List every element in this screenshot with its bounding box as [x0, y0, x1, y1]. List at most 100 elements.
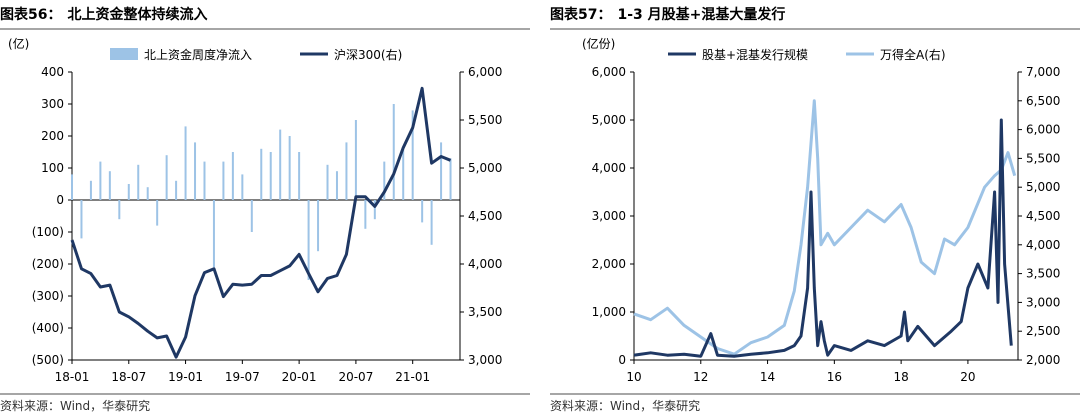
chart-panel-fund-issuance: 图表57： 1-3 月股基+混基大量发行 (亿份) 6,000 5,000 4,000…	[550, 0, 1080, 415]
y-right-tick-label: 6,500	[1026, 94, 1060, 108]
y-left-tick-label: (500)	[32, 353, 64, 367]
y-left-tick-label: 1,000	[592, 305, 626, 319]
bar	[279, 129, 282, 200]
source-note: 资料来源：Wind，华泰研究	[550, 393, 1080, 414]
x-tick-label: 20-07	[338, 370, 373, 384]
bar	[373, 200, 376, 220]
x-tick-label: 19-07	[225, 370, 260, 384]
bar	[99, 161, 102, 200]
y-right-tick-label: 4,500	[468, 209, 502, 223]
x-tick-label: 20	[960, 370, 975, 384]
y-left-tick-label: 2,000	[592, 257, 626, 271]
y-left-tick-label: (100)	[32, 225, 64, 239]
y-right-tick-label: 3,500	[468, 305, 502, 319]
fund-issuance-line	[633, 118, 1013, 358]
y-left-tick-label: 5,000	[592, 113, 626, 127]
y-right-tick-label: 4,000	[1026, 238, 1060, 252]
fund-issuance-chart-svg: 6,000 5,000 4,000 3,000 2,000 1,000 0 7,000 6,50…	[592, 47, 1061, 384]
chart-panel-northbound: 图表56： 北上资金整体持续流入 (亿) 400 300 200 100 0 (100) (2…	[0, 0, 530, 415]
bar	[421, 200, 424, 223]
bar	[345, 142, 348, 200]
bar	[402, 148, 405, 200]
y-right-tick-label: 5,500	[1026, 151, 1060, 165]
chart-title-bar: 图表56： 北上资金整体持续流入	[0, 4, 530, 30]
y-left-unit: (亿份)	[582, 37, 616, 51]
legend-label-line: 沪深300(右)	[334, 47, 402, 62]
legend-label-wind-a: 万得全A(右)	[880, 47, 946, 62]
bar	[411, 110, 414, 200]
chart-title: 北上资金整体持续流入	[67, 7, 208, 23]
legend-label-bar: 北上资金周度净流入	[144, 47, 252, 62]
bar	[354, 120, 357, 200]
y-left-tick-label: 200	[41, 129, 64, 143]
bar	[298, 152, 301, 200]
chart-title-bar: 图表57： 1-3 月股基+混基大量发行	[550, 4, 1080, 30]
y-right-tick-label: 5,000	[1026, 180, 1060, 194]
y-left-tick-label: 0	[56, 193, 64, 207]
y-left-tick-label: 400	[41, 65, 64, 79]
x-tick-label: 16	[827, 370, 842, 384]
y-right-tick-label: 3,000	[1026, 295, 1060, 309]
bar	[269, 152, 272, 200]
x-tick-label: 18-07	[111, 370, 146, 384]
bar	[194, 142, 197, 200]
bar	[156, 200, 159, 226]
bar	[430, 200, 433, 245]
y-right-tick-label: 5,500	[468, 113, 502, 127]
x-tick-label: 18	[893, 370, 908, 384]
bar	[137, 164, 140, 200]
y-right-tick-label: 4,000	[468, 257, 502, 271]
hs300-line	[70, 86, 452, 359]
northbound-chart-svg: 400 300 200 100 0 (100) (200) (300) (400) (500) 6,…	[32, 47, 503, 384]
y-right-tick-label: 2,000	[1026, 353, 1060, 367]
y-left-tick-label: (400)	[32, 321, 64, 335]
bar	[71, 174, 73, 200]
y-left-tick-label: (300)	[32, 289, 64, 303]
bar	[80, 200, 83, 239]
x-tick-label: 10	[626, 370, 641, 384]
x-tick-label: 21-01	[395, 370, 430, 384]
bar	[326, 164, 329, 200]
bar	[118, 200, 121, 220]
source-note: 资料来源：Wind，华泰研究	[0, 393, 530, 414]
bar	[241, 174, 244, 200]
bar	[364, 200, 367, 229]
bar	[440, 142, 443, 200]
y-right-tick-label: 2,500	[1026, 324, 1060, 338]
bar	[175, 180, 178, 200]
bar	[203, 161, 206, 200]
bar	[260, 148, 263, 200]
x-tick-label: 18-01	[55, 370, 90, 384]
y-right-tick-label: 6,000	[468, 65, 502, 79]
y-left-unit: (亿)	[8, 37, 30, 51]
legend-swatch-bar	[110, 48, 138, 60]
x-tick-label: 19-01	[168, 370, 203, 384]
x-tick-label: 14	[760, 370, 775, 384]
bar	[250, 200, 253, 232]
figure-number: 图表56：	[0, 7, 62, 23]
y-right-tick-label: 5,000	[468, 161, 502, 175]
bar	[127, 184, 130, 200]
bar	[307, 200, 310, 280]
y-left-tick-label: 0	[618, 353, 626, 367]
bar	[392, 104, 395, 200]
y-left-tick-label: 3,000	[592, 209, 626, 223]
bar	[146, 187, 149, 200]
bar	[449, 158, 452, 200]
y-right-tick-label: 6,000	[1026, 123, 1060, 137]
y-left-tick-label: 6,000	[592, 65, 626, 79]
bar	[212, 200, 215, 268]
bar	[89, 180, 92, 200]
bar	[288, 136, 291, 200]
y-left-tick-label: 100	[41, 161, 64, 175]
bar	[108, 171, 111, 200]
x-tick-label: 12	[693, 370, 708, 384]
y-right-tick-label: 4,500	[1026, 209, 1060, 223]
bar	[383, 161, 386, 200]
bar	[222, 161, 225, 200]
y-left-tick-label: (200)	[32, 257, 64, 271]
y-left-tick-label: 300	[41, 97, 64, 111]
legend-label-issuance: 股基+混基发行规模	[702, 47, 808, 62]
bar	[317, 200, 320, 252]
bar	[184, 126, 187, 200]
